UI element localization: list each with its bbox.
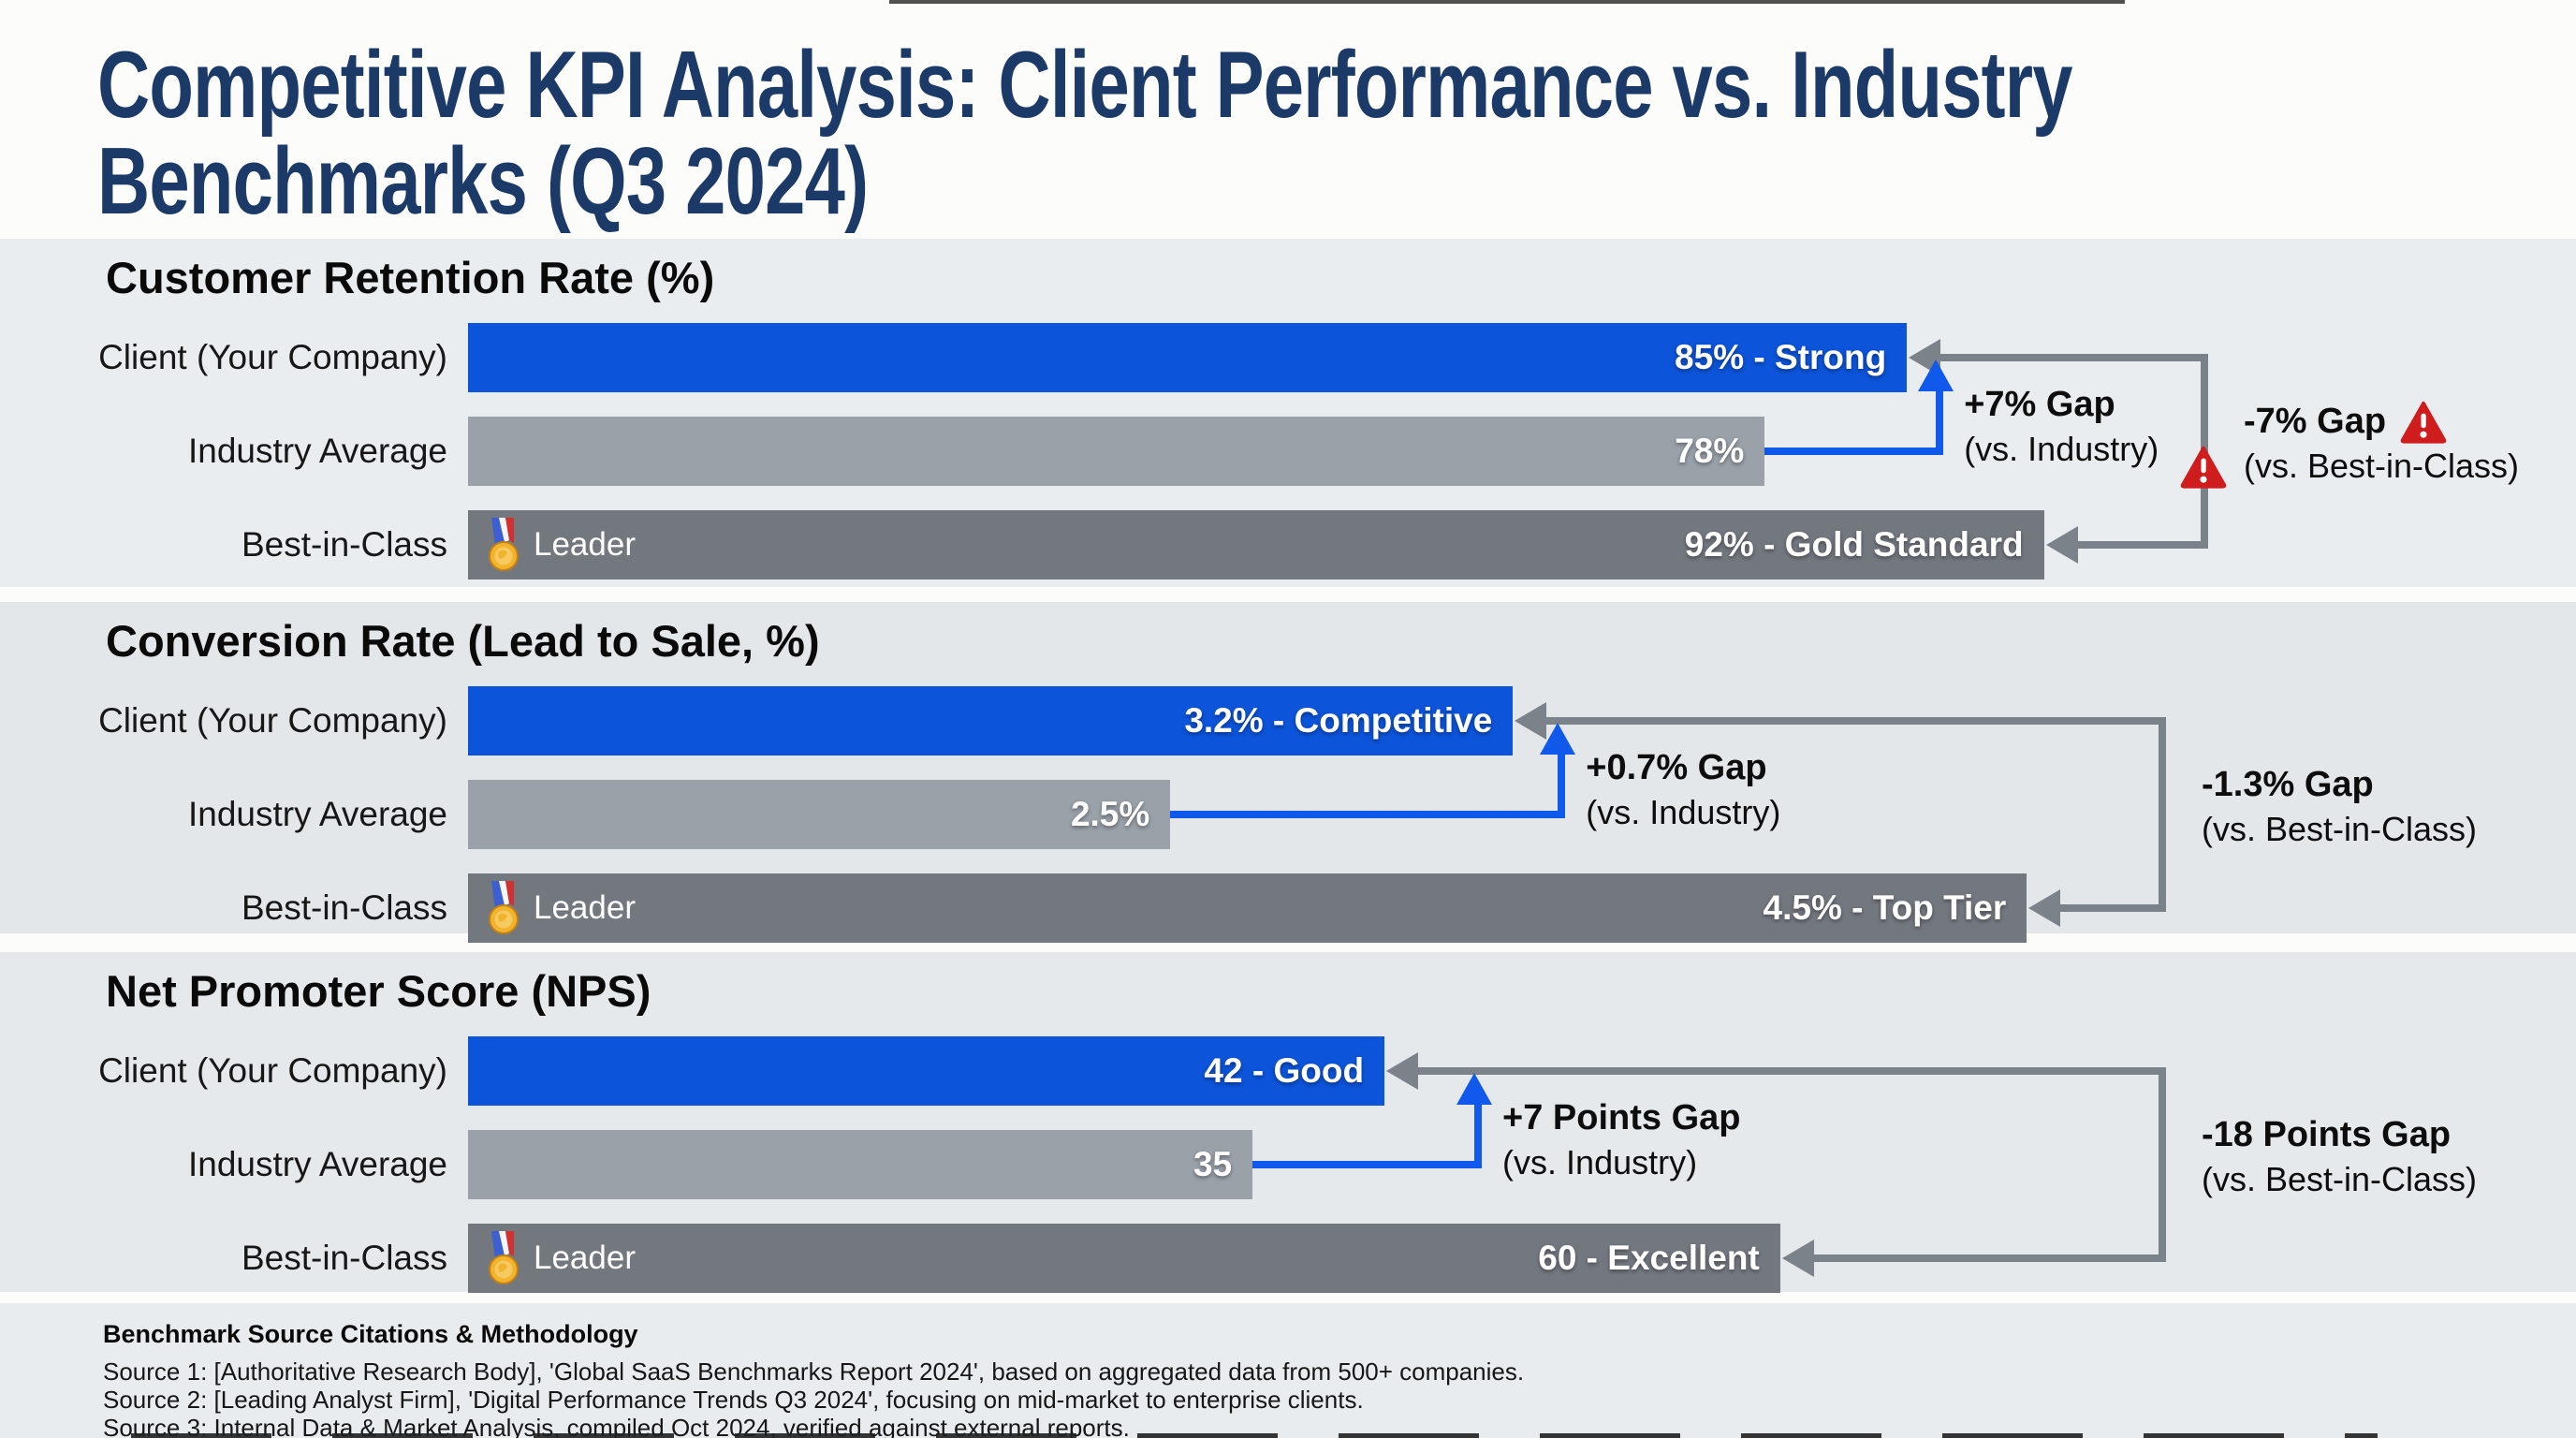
bar-value-label: 3.2% - Competitive (1184, 701, 1493, 740)
section-header: Customer Retention Rate (%) (106, 253, 715, 302)
kpi-row: Client (Your Company) 42 - Good (0, 1036, 2576, 1106)
row-label: Industry Average (188, 1145, 447, 1183)
footer-source-2: Source 2: [Leading Analyst Firm], 'Digit… (103, 1386, 1364, 1414)
bar: 2.5% (468, 780, 1171, 849)
kpi-row: Best-in-Class Leader 60 - Excellent (0, 1224, 2576, 1293)
section-header: Conversion Rate (Lead to Sale, %) (106, 616, 820, 666)
bar-track: 35 (468, 1130, 2181, 1199)
kpi-row: Industry Average 2.5% (0, 780, 2576, 849)
footer-heading: Benchmark Source Citations & Methodology (103, 1320, 638, 1348)
bar-value-label: 85% - Strong (1675, 338, 1887, 376)
kpi-row: Industry Average 35 (0, 1130, 2576, 1199)
scan-edge-bottom (131, 1433, 2378, 1438)
kpi-row: Client (Your Company) 3.2% - Competitive (0, 686, 2576, 756)
bar-value-label: 78% (1675, 432, 1745, 470)
bar: Leader 92% - Gold Standard (468, 510, 2044, 580)
row-label: Client (Your Company) (98, 701, 447, 740)
bar-value-label: 42 - Good (1204, 1051, 1365, 1090)
leader-badge: Leader (468, 881, 636, 935)
bar-value-label: 4.5% - Top Tier (1763, 888, 2007, 927)
bar-track: 3.2% - Competitive (468, 686, 2181, 756)
bar-value-label: 2.5% (1070, 795, 1150, 833)
leader-badge-label: Leader (534, 889, 636, 926)
bar: 78% (468, 417, 1765, 486)
page-title: Competitive KPI Analysis: Client Perform… (97, 33, 2073, 235)
kpi-row: Best-in-Class Leader 92% - Gold Standard (0, 510, 2576, 580)
bar-track: Leader 4.5% - Top Tier (468, 873, 2181, 943)
medal-icon (489, 518, 519, 571)
footer-source-1: Source 1: [Authoritative Research Body],… (103, 1357, 1525, 1386)
row-label: Client (Your Company) (98, 338, 447, 376)
leader-badge: Leader (468, 1231, 636, 1285)
kpi-row: Industry Average 78% (0, 417, 2576, 486)
scan-edge-top (889, 0, 2125, 4)
bar: 35 (468, 1130, 1253, 1199)
row-label: Best-in-Class (242, 525, 447, 564)
bar-track: 2.5% (468, 780, 2181, 849)
bar: Leader 4.5% - Top Tier (468, 873, 2027, 943)
leader-badge: Leader (468, 518, 636, 572)
footer-citations: Benchmark Source Citations & Methodology… (0, 1303, 2576, 1438)
row-label: Best-in-Class (242, 888, 447, 927)
leader-badge-label: Leader (534, 526, 636, 563)
bar-value-label: 35 (1193, 1145, 1233, 1183)
bar: 85% - Strong (468, 323, 1908, 392)
bar-track: Leader 60 - Excellent (468, 1224, 2181, 1293)
bar-value-label: 92% - Gold Standard (1684, 525, 2024, 564)
kpi-section: Net Promoter Score (NPS) Client (Your Co… (0, 952, 2576, 1293)
kpi-section: Conversion Rate (Lead to Sale, %) Client… (0, 602, 2576, 943)
medal-icon (489, 881, 519, 934)
kpi-section: Customer Retention Rate (%) Client (Your… (0, 239, 2576, 587)
leader-badge-label: Leader (534, 1240, 636, 1276)
section-header: Net Promoter Score (NPS) (106, 966, 651, 1016)
row-label: Best-in-Class (242, 1239, 447, 1277)
row-label: Client (Your Company) (98, 1051, 447, 1090)
bar-track: Leader 92% - Gold Standard (468, 510, 2181, 580)
medal-icon (489, 1231, 519, 1284)
bar-value-label: 60 - Excellent (1538, 1239, 1760, 1277)
bar-track: 78% (468, 417, 2181, 486)
bar: 42 - Good (468, 1036, 1385, 1106)
row-label: Industry Average (188, 795, 447, 833)
row-label: Industry Average (188, 432, 447, 470)
kpi-row: Client (Your Company) 85% - Strong (0, 323, 2576, 392)
kpi-row: Best-in-Class Leader 4.5% - Top Tier (0, 873, 2576, 943)
bar-track: 42 - Good (468, 1036, 2181, 1106)
bar-track: 85% - Strong (468, 323, 2181, 392)
bar: Leader 60 - Excellent (468, 1224, 1780, 1293)
bar: 3.2% - Competitive (468, 686, 1514, 756)
